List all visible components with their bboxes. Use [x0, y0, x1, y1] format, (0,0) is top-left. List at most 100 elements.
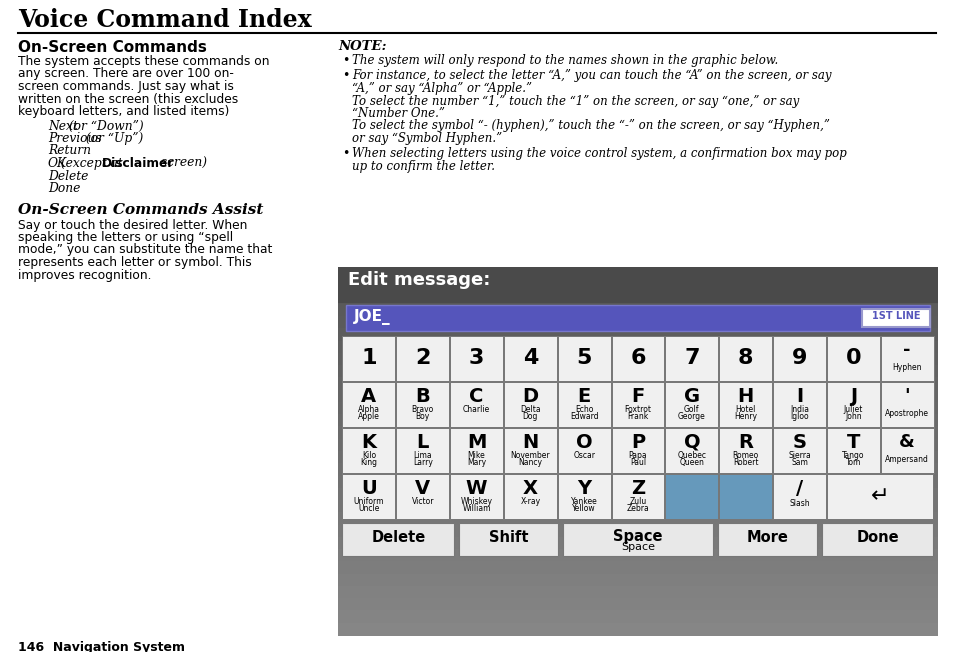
Bar — [880, 428, 933, 473]
Bar — [772, 336, 825, 381]
Bar — [337, 512, 937, 525]
Text: George: George — [678, 412, 705, 421]
Text: Return: Return — [48, 145, 91, 158]
Text: Frank: Frank — [627, 412, 648, 421]
Text: improves recognition.: improves recognition. — [18, 269, 152, 282]
Bar — [337, 537, 937, 550]
Text: Lima: Lima — [413, 451, 432, 460]
Text: Mary: Mary — [466, 458, 486, 467]
Text: V: V — [415, 479, 430, 498]
Text: Queen: Queen — [679, 458, 703, 467]
Text: 2: 2 — [415, 348, 430, 368]
Text: R: R — [738, 433, 752, 452]
Bar — [337, 623, 937, 636]
Text: Uncle: Uncle — [357, 504, 379, 513]
Text: JOE_: JOE_ — [354, 309, 390, 325]
Text: Edit message:: Edit message: — [348, 271, 490, 289]
Bar — [337, 451, 937, 464]
Text: mode,” you can substitute the name that: mode,” you can substitute the name that — [18, 243, 273, 256]
Text: Charlie: Charlie — [462, 405, 490, 414]
Bar — [664, 336, 718, 381]
Bar — [719, 336, 771, 381]
Bar — [772, 428, 825, 473]
Text: Apple: Apple — [357, 412, 379, 421]
Text: L: L — [416, 433, 429, 452]
Text: Yellow: Yellow — [572, 504, 596, 513]
Bar — [558, 428, 610, 473]
Text: Say or touch the desired letter. When: Say or touch the desired letter. When — [18, 218, 247, 231]
Text: Apostrophe: Apostrophe — [884, 409, 928, 418]
Text: Z: Z — [630, 479, 644, 498]
Text: (or “Up”): (or “Up”) — [82, 132, 144, 145]
Bar — [342, 428, 395, 473]
Text: OK: OK — [48, 157, 67, 170]
Text: (except at: (except at — [56, 157, 126, 170]
Bar — [337, 586, 937, 599]
Text: William: William — [462, 504, 490, 513]
Text: Whiskey: Whiskey — [460, 497, 492, 506]
Text: S: S — [792, 433, 805, 452]
Text: Oscar: Oscar — [573, 451, 595, 460]
Text: When selecting letters using the voice control system, a confirmation box may po: When selecting letters using the voice c… — [352, 147, 846, 160]
Text: Space: Space — [613, 529, 662, 544]
Text: written on the screen (this excludes: written on the screen (this excludes — [18, 93, 238, 106]
Text: 1: 1 — [361, 348, 376, 368]
Bar — [718, 522, 816, 556]
Text: Golf: Golf — [683, 405, 699, 414]
Text: Robert: Robert — [732, 458, 758, 467]
Bar — [337, 402, 937, 415]
Text: Juliet: Juliet — [842, 405, 862, 414]
Bar — [337, 475, 937, 488]
Bar — [337, 574, 937, 586]
Bar — [880, 381, 933, 426]
Text: speaking the letters or using “spell: speaking the letters or using “spell — [18, 231, 233, 244]
Bar — [342, 522, 454, 556]
Bar — [337, 414, 937, 427]
Bar — [562, 522, 713, 556]
Text: Sam: Sam — [790, 458, 807, 467]
Bar — [826, 381, 879, 426]
Bar — [450, 336, 502, 381]
Text: Paul: Paul — [629, 458, 645, 467]
Bar — [611, 336, 663, 381]
Text: India: India — [789, 405, 808, 414]
Bar — [337, 365, 937, 378]
Bar — [458, 522, 558, 556]
Bar — [558, 336, 610, 381]
Bar — [337, 426, 937, 439]
Text: 6: 6 — [630, 348, 645, 368]
Text: 8: 8 — [737, 348, 753, 368]
Text: Slash: Slash — [788, 499, 809, 508]
Text: N: N — [521, 433, 537, 452]
Bar — [664, 428, 718, 473]
Bar — [719, 428, 771, 473]
Text: The system will only respond to the names shown in the graphic below.: The system will only respond to the name… — [352, 54, 778, 67]
Text: E: E — [577, 387, 590, 406]
Bar — [337, 378, 937, 390]
Text: On-Screen Commands Assist: On-Screen Commands Assist — [18, 203, 263, 216]
Text: A: A — [361, 387, 376, 406]
Text: Tango: Tango — [841, 451, 863, 460]
Bar — [395, 381, 449, 426]
Bar — [395, 428, 449, 473]
Bar — [342, 336, 395, 381]
Text: Edward: Edward — [569, 412, 598, 421]
Text: Sierra: Sierra — [787, 451, 810, 460]
Text: 3: 3 — [468, 348, 484, 368]
Bar — [558, 381, 610, 426]
Bar — [664, 381, 718, 426]
Text: The system accepts these commands on: The system accepts these commands on — [18, 55, 269, 68]
Bar — [337, 353, 937, 366]
Text: On-Screen Commands: On-Screen Commands — [18, 40, 207, 55]
Text: Zebra: Zebra — [626, 504, 649, 513]
Bar — [664, 473, 718, 518]
Bar — [342, 381, 395, 426]
Text: any screen. There are over 100 on-: any screen. There are over 100 on- — [18, 68, 233, 80]
Text: D: D — [521, 387, 537, 406]
Text: G: G — [683, 387, 700, 406]
Bar — [772, 473, 825, 518]
Text: 7: 7 — [683, 348, 699, 368]
Bar — [337, 304, 937, 317]
Text: Done: Done — [856, 531, 898, 546]
Bar — [337, 279, 937, 292]
